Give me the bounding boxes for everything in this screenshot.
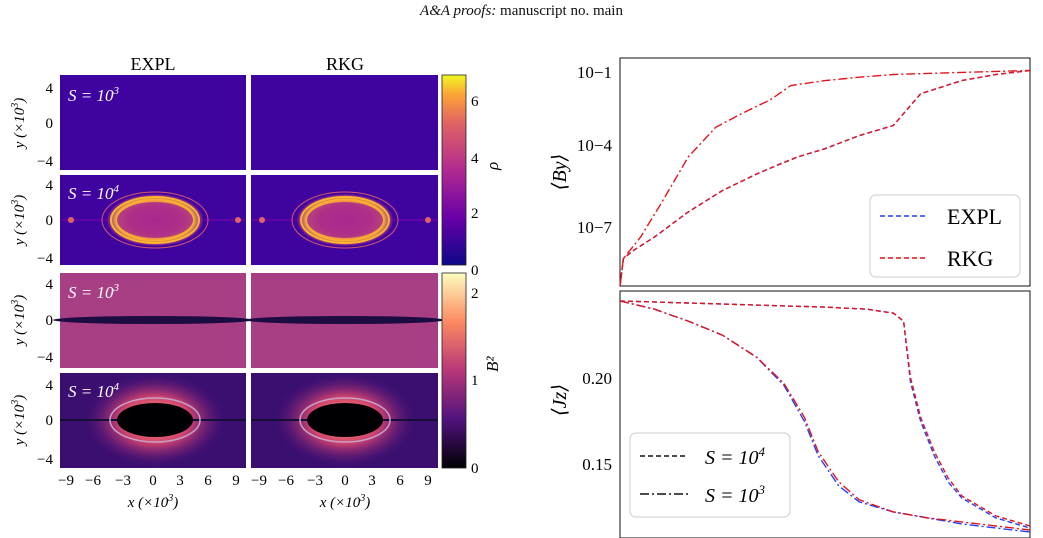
jz-time-plot: 0.20 0.15 ⟨Jz⟩ 0 2 4 6 S = 104 S = 103 xyxy=(549,290,1035,538)
jz-ytick-020: 0.20 xyxy=(582,369,612,388)
top-lines-line-2 xyxy=(619,69,1031,287)
rho-cbar-tick-4: 4 xyxy=(471,151,479,167)
rho-cbar-tick-0: 0 xyxy=(471,263,479,279)
running-header: A&A proofs: manuscript no. main xyxy=(0,3,1043,20)
rho-cbar-tick-6: 6 xyxy=(471,94,479,110)
row4-ylabel: y (×103) xyxy=(10,395,28,448)
top-lines-line-1 xyxy=(619,69,1031,287)
panel-rho-s1e3-expl xyxy=(60,75,246,170)
panel-rho-s1e4-rkg xyxy=(251,175,438,265)
rkg-xlabel: x (×103) xyxy=(319,493,371,511)
rho-cbar-tick-2: 2 xyxy=(471,206,479,222)
rkg-xtick-6: 9 xyxy=(424,473,432,489)
row3-ytick-mid: 0 xyxy=(46,313,54,329)
expl-xtick-1: −6 xyxy=(85,473,101,489)
rho-cbar-label: ρ xyxy=(483,162,502,171)
row2-s-label: S = 104 xyxy=(68,183,119,203)
panel-b2-s1e4-rkg xyxy=(251,373,438,468)
by-legend-expl: EXPL xyxy=(947,204,1002,229)
row2-ytick-mid: 0 xyxy=(46,213,54,229)
row2-ytick-bot: −4 xyxy=(37,251,53,267)
row1-ytick-mid: 0 xyxy=(46,116,54,132)
row2-ylabel: y (×103) xyxy=(10,195,28,248)
b2-cbar-label: B² xyxy=(483,356,502,372)
jz-ylabel: ⟨Jz⟩ xyxy=(549,384,571,416)
row3-ylabel: y (×103) xyxy=(10,295,28,348)
jz-legend-s1e4: S = 104 xyxy=(705,444,766,469)
by-ytick-1e-7: 10−7 xyxy=(577,218,613,237)
jz-xtick-6: 6 xyxy=(1026,535,1035,538)
expl-xtick-4: 3 xyxy=(176,473,184,489)
rkg-xtick-3: 0 xyxy=(341,473,349,489)
colorbar-rho xyxy=(441,74,467,266)
jz-xtick-4: 4 xyxy=(889,535,898,538)
row3-ytick-bot: −4 xyxy=(37,350,53,366)
rkg-xtick-4: 3 xyxy=(368,473,376,489)
manuscript-id: manuscript no. main xyxy=(500,3,623,19)
panel-b2-s1e3-expl xyxy=(53,273,253,368)
jz-xtick-2: 2 xyxy=(752,535,761,538)
row4-ytick-bot: −4 xyxy=(37,452,53,468)
rkg-xtick-1: −6 xyxy=(278,473,294,489)
by-ylabel: ⟨By⟩ xyxy=(549,154,571,191)
panel-rho-s1e3-rkg xyxy=(251,75,438,170)
row1-s-label: S = 103 xyxy=(68,85,119,105)
expl-xtick-6: 9 xyxy=(232,473,240,489)
jz-legend-s1e3: S = 103 xyxy=(705,482,766,507)
panel-b2-s1e3-rkg xyxy=(245,273,445,368)
by-ytick-1e-1: 10−1 xyxy=(577,63,612,82)
by-legend-rkg: RKG xyxy=(947,246,994,271)
bottom-lines-line-5 xyxy=(619,300,1031,531)
row2-ytick-top: 4 xyxy=(46,178,54,194)
by-legend: EXPL RKG xyxy=(869,194,1021,278)
rkg-xtick-2: −3 xyxy=(307,473,323,489)
b2-cbar-tick-1: 1 xyxy=(471,373,479,389)
row4-ytick-mid: 0 xyxy=(46,413,54,429)
expl-xtick-5: 6 xyxy=(204,473,212,489)
by-ytick-1e-4: 10−4 xyxy=(577,136,613,155)
rkg-xtick-5: 6 xyxy=(396,473,404,489)
row3-ytick-top: 4 xyxy=(46,277,54,293)
row1-ytick-top: 4 xyxy=(46,81,54,97)
column-title-expl: EXPL xyxy=(131,54,176,74)
colorbar-b2 xyxy=(441,272,467,469)
jz-series-group xyxy=(619,300,1031,533)
panel-b2-s1e4-expl xyxy=(60,373,246,468)
row1-ytick-bot: −4 xyxy=(37,154,53,170)
jz-xtick-0: 0 xyxy=(616,535,625,538)
rkg-xtick-0: −9 xyxy=(251,473,267,489)
column-title-rkg: RKG xyxy=(326,54,364,74)
expl-xlabel: x (×103) xyxy=(127,493,179,511)
row3-s-label: S = 103 xyxy=(68,282,119,302)
expl-xtick-3: 0 xyxy=(149,473,157,489)
journal-name: A&A proofs: xyxy=(420,3,497,19)
row4-ytick-top: 4 xyxy=(46,378,54,394)
b2-cbar-tick-0: 0 xyxy=(471,461,479,477)
jz-legend: S = 104 S = 103 xyxy=(629,432,791,518)
expl-xtick-2: −3 xyxy=(115,473,131,489)
row4-s-label: S = 104 xyxy=(68,381,119,401)
expl-xtick-0: −9 xyxy=(58,473,74,489)
jz-ytick-015: 0.15 xyxy=(582,455,612,474)
by-time-plot: 10−1 10−4 10−7 ⟨By⟩ EXPL RKG xyxy=(549,57,1031,287)
row1-ylabel: y (×103) xyxy=(10,98,28,151)
panel-rho-s1e4-expl xyxy=(60,175,246,265)
b2-cbar-tick-2: 2 xyxy=(471,286,479,302)
bottom-lines-line-3 xyxy=(619,300,1031,527)
by-series-group xyxy=(619,69,1031,287)
